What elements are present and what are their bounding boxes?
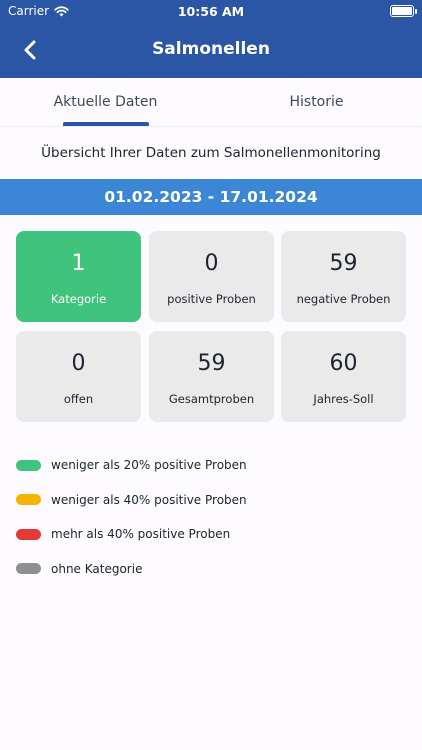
- back-button[interactable]: [14, 34, 46, 66]
- legend-green-swatch: [16, 459, 41, 471]
- tab-bar: Aktuelle Daten Historie: [0, 78, 422, 127]
- legend-item: mehr als 40% positive Proben: [16, 525, 230, 543]
- tile-label: negative Proben: [296, 292, 391, 306]
- tile-open: 0 offen: [16, 331, 141, 422]
- tile-label: Jahres-Soll: [313, 392, 374, 406]
- tile-label: offen: [63, 392, 94, 406]
- wifi-icon: [54, 5, 69, 16]
- tile-total-samples: 59 Gesamtproben: [149, 331, 274, 422]
- tab-history[interactable]: Historie: [211, 78, 422, 126]
- tile-value: 1: [71, 251, 86, 276]
- chevron-left-icon: [24, 40, 36, 60]
- tile-value: 0: [71, 351, 86, 376]
- carrier-info: Carrier: [8, 4, 69, 18]
- tile-label: positive Proben: [167, 292, 256, 306]
- tile-positive-samples: 0 positive Proben: [149, 231, 274, 322]
- carrier-label: Carrier: [8, 4, 50, 18]
- navigation-bar: Salmonellen: [0, 22, 422, 78]
- tile-category: 1 Kategorie: [16, 231, 141, 322]
- tile-label: Gesamtproben: [168, 392, 255, 406]
- legend-item: ohne Kategorie: [16, 560, 142, 578]
- tile-value: 59: [197, 351, 226, 376]
- legend-label: ohne Kategorie: [51, 561, 143, 576]
- tile-negative-samples: 59 negative Proben: [281, 231, 406, 322]
- tile-annual-target: 60 Jahres-Soll: [281, 331, 406, 422]
- clock: 10:56 AM: [177, 4, 245, 19]
- legend-item: weniger als 20% positive Proben: [16, 456, 247, 474]
- tab-label: Aktuelle Daten: [53, 94, 158, 110]
- overview-text: Übersicht Ihrer Daten zum Salmonellenmon…: [41, 145, 381, 161]
- date-range: 01.02.2023 - 17.01.2024: [104, 188, 318, 206]
- legend-red-swatch: [16, 528, 41, 540]
- date-range-bar: 01.02.2023 - 17.01.2024: [0, 179, 422, 215]
- battery-icon: [390, 5, 417, 17]
- legend-label: mehr als 40% positive Proben: [51, 527, 231, 541]
- tab-selection-indicator: [63, 122, 149, 126]
- legend-label: weniger als 20% positive Proben: [51, 458, 247, 472]
- header: Carrier 10:56 AM Salmonellen: [0, 0, 422, 78]
- tile-value: 59: [329, 251, 358, 276]
- legend-gray-swatch: [16, 563, 41, 574]
- tab-label: Historie: [289, 94, 344, 110]
- legend-yellow-swatch: [16, 494, 41, 505]
- tile-value: 0: [204, 251, 219, 276]
- tile-value: 60: [329, 351, 358, 376]
- page-title: Salmonellen: [152, 39, 270, 59]
- status-bar: Carrier 10:56 AM: [0, 0, 422, 22]
- legend-item: weniger als 40% positive Proben: [16, 491, 247, 509]
- tile-label: Kategorie: [50, 292, 107, 306]
- tab-current-data[interactable]: Aktuelle Daten: [0, 78, 211, 126]
- legend-label: weniger als 40% positive Proben: [51, 492, 247, 507]
